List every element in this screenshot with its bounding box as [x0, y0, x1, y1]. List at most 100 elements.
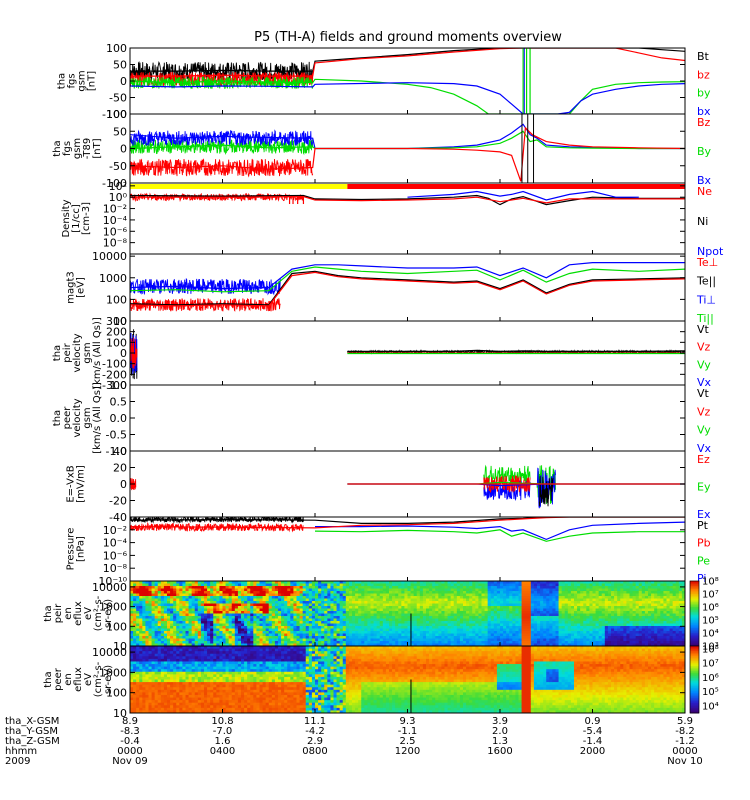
- heatmap-cell: [293, 613, 297, 617]
- heatmap-cell: [506, 611, 510, 614]
- heatmap-cell: [241, 588, 245, 592]
- heatmap-cell: [194, 588, 199, 592]
- heatmap-cell: [422, 613, 427, 617]
- heatmap-cell: [533, 631, 538, 634]
- heatmap-cell: [475, 603, 479, 607]
- heatmap-cell: [231, 598, 236, 602]
- heatmap-cell: [250, 611, 254, 614]
- heatmap-cell: [167, 598, 171, 602]
- heatmap-cell: [574, 603, 578, 607]
- heatmap-cell: [278, 591, 282, 594]
- heatmap-cell: [641, 618, 646, 622]
- heatmap-cell: [453, 628, 458, 632]
- heatmap-cell: [389, 608, 393, 612]
- heatmap-cell: [564, 616, 569, 619]
- heatmap-cell: [342, 626, 347, 629]
- heatmap-cell: [308, 616, 313, 619]
- heatmap-cell: [404, 608, 408, 612]
- heatmap-cell: [469, 583, 473, 587]
- heatmap-cell: [453, 633, 458, 637]
- heatmap-cell: [512, 603, 516, 607]
- heatmap-cell: [185, 616, 189, 619]
- heatmap-cell: [348, 618, 353, 622]
- heatmap-cell: [678, 583, 683, 587]
- heatmap-cell: [281, 581, 285, 584]
- heatmap-cell: [527, 603, 532, 607]
- heatmap-cell: [379, 633, 384, 637]
- heatmap-cell: [142, 591, 146, 594]
- heatmap-cell: [336, 618, 341, 622]
- heatmap-cell: [373, 606, 378, 609]
- heatmap-cell: [219, 636, 223, 639]
- heatmap-cell: [133, 621, 137, 624]
- heatmap-cell: [422, 616, 427, 619]
- heatmap-cell: [487, 633, 492, 637]
- heatmap-cell: [570, 606, 575, 609]
- heatmap-cell: [558, 598, 563, 602]
- heatmap-cell: [376, 623, 381, 627]
- heatmap-cell: [167, 633, 171, 637]
- heatmap-cell: [170, 606, 174, 609]
- heatmap-cell: [228, 598, 233, 602]
- heatmap-cell: [456, 581, 461, 584]
- heatmap-cell: [318, 621, 322, 624]
- heatmap-cell: [231, 626, 236, 629]
- heatmap-cell: [530, 583, 535, 587]
- heatmap-cell: [438, 626, 442, 629]
- heatmap-cell: [429, 581, 433, 584]
- heatmap-cell: [352, 581, 356, 584]
- heatmap-cell: [401, 608, 405, 612]
- heatmap-cell: [419, 603, 424, 607]
- heatmap-cell: [231, 601, 236, 604]
- heatmap-cell: [487, 596, 492, 599]
- heatmap-cell: [493, 638, 498, 642]
- heatmap-cell: [373, 636, 378, 639]
- heatmap-cell: [271, 628, 276, 632]
- heatmap-cell: [586, 603, 590, 607]
- heatmap-cell: [490, 598, 495, 602]
- heatmap-cell: [222, 633, 226, 637]
- heatmap-cell: [475, 598, 479, 602]
- heatmap-cell: [321, 593, 325, 597]
- heatmap-cell: [524, 581, 529, 584]
- heatmap-cell: [657, 641, 661, 644]
- heatmap-cell: [305, 636, 310, 639]
- heatmap-cell: [493, 628, 498, 632]
- heatmap-cell: [315, 631, 319, 634]
- heatmap-cell: [299, 631, 304, 634]
- heatmap-cell: [241, 581, 245, 584]
- heatmap-cell: [472, 608, 476, 612]
- heatmap-cell: [481, 626, 485, 629]
- heatmap-cell: [398, 631, 402, 634]
- heatmap-cell: [410, 636, 415, 639]
- heatmap-cell: [496, 606, 501, 609]
- heatmap-cell: [660, 623, 664, 627]
- heatmap-cell: [441, 641, 445, 644]
- heatmap-cell: [130, 596, 134, 599]
- heatmap-cell: [315, 583, 319, 587]
- heatmap-cell: [669, 621, 674, 624]
- heatmap-cell: [666, 606, 670, 609]
- heatmap-cell: [666, 633, 670, 637]
- heatmap-cell: [614, 616, 618, 619]
- heatmap-cell: [348, 608, 353, 612]
- heatmap-cell: [540, 608, 544, 612]
- heatmap-cell: [438, 586, 442, 589]
- heatmap-cell: [564, 611, 569, 614]
- heatmap-cell: [352, 631, 356, 634]
- heatmap-cell: [213, 623, 217, 627]
- heatmap-cell: [503, 631, 507, 634]
- heatmap-cell: [151, 608, 156, 612]
- heatmap-cell: [330, 631, 334, 634]
- heatmap-cell: [271, 616, 276, 619]
- heatmap-cell: [130, 638, 134, 642]
- heatmap-cell: [176, 591, 180, 594]
- heatmap-cell: [558, 631, 563, 634]
- heatmap-cell: [392, 631, 396, 634]
- heatmap-cell: [389, 616, 393, 619]
- heatmap-cell: [373, 588, 378, 592]
- legend-entry: Vz: [697, 341, 711, 354]
- heatmap-cell: [654, 641, 658, 644]
- heatmap-cell: [364, 643, 368, 646]
- heatmap-cell: [392, 613, 396, 617]
